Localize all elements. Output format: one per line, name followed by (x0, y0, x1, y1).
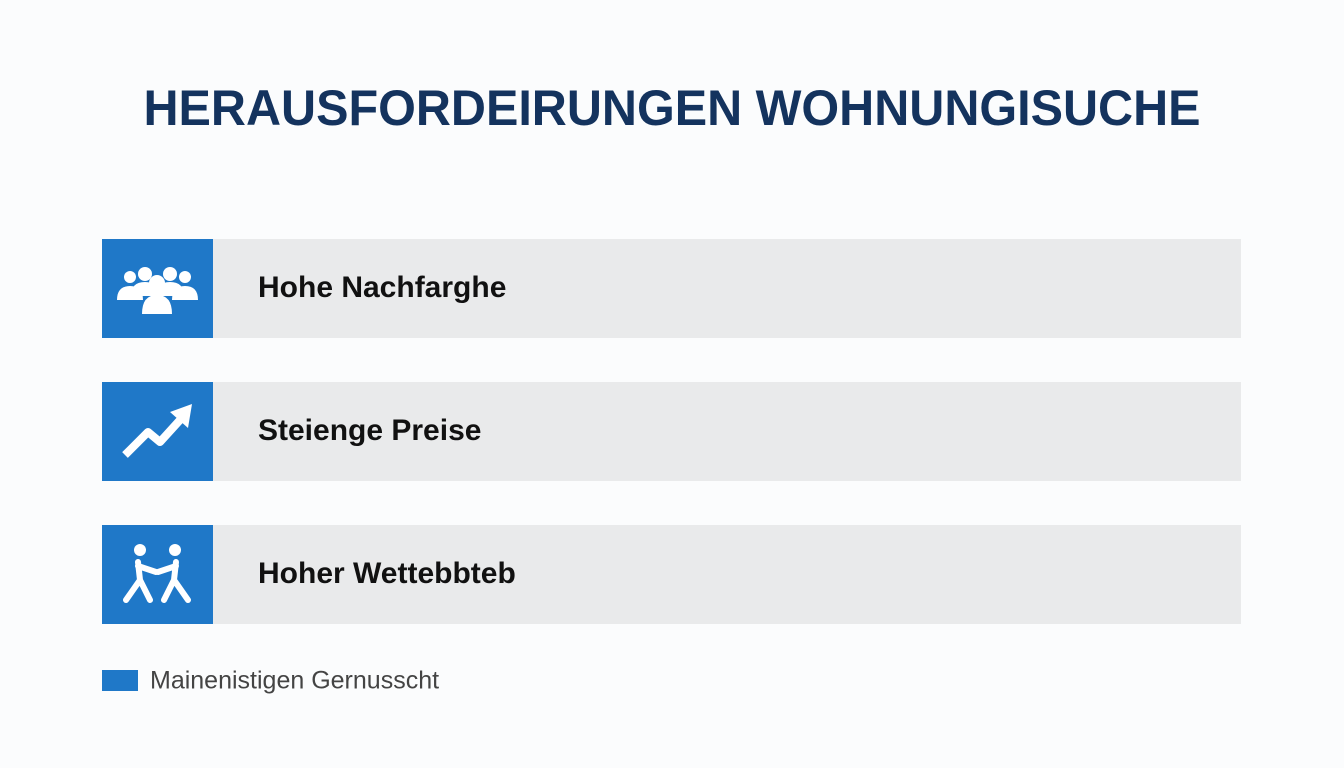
item-row: Steienge Preise (102, 382, 1241, 481)
rising-arrow-icon (122, 404, 192, 458)
item-row: Hohe Nachfarghe (102, 239, 1241, 338)
row-background (102, 525, 1241, 624)
legend-swatch (102, 670, 138, 691)
row-background (102, 239, 1241, 338)
item-label: Hoher Wettebbteb (258, 557, 516, 590)
item-label: Steienge Preise (258, 414, 481, 447)
legend-label: Mainenistigen Gernusscht (150, 667, 439, 695)
row-background (102, 382, 1241, 481)
item-row: Hoher Wettebbteb (102, 525, 1241, 624)
icon-box (102, 382, 213, 481)
item-label: Hohe Nachfarghe (258, 271, 506, 304)
people-icon (117, 267, 198, 314)
competition-icon (123, 544, 191, 603)
title: HERAUSFORDEIRUNGEN WOHNUNGISUCHE (144, 80, 1201, 136)
